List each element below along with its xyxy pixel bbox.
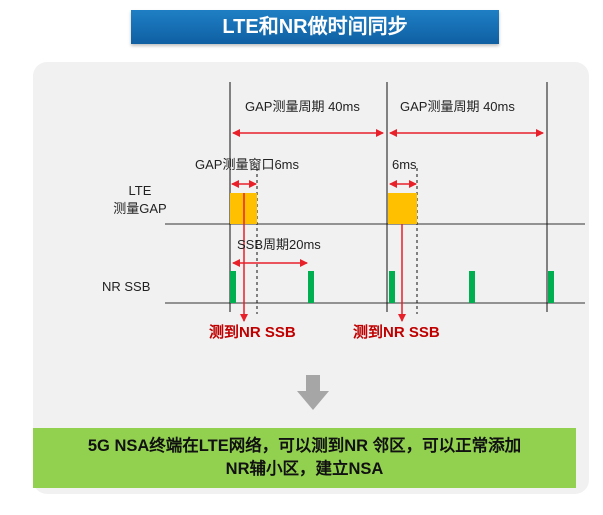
gap-block-2	[388, 193, 417, 224]
ssb-pulse-1	[230, 271, 236, 303]
nr-ssb-label: NR SSB	[102, 279, 150, 294]
conclusion-line-2: NR辅小区，建立NSA	[225, 460, 384, 478]
conclusion-line-1: 5G NSA终端在LTE网络，可以测到NR 邻区，可以正常添加	[87, 437, 522, 455]
conclusion-box: 5G NSA终端在LTE网络，可以测到NR 邻区，可以正常添加 NR辅小区，建立…	[33, 428, 576, 488]
gap-period-label-2: GAP测量周期 40ms	[400, 99, 515, 114]
ssb-period-label: SSB周期20ms	[237, 237, 321, 252]
page-title: LTE和NR做时间同步	[131, 10, 499, 44]
gap-window-label: GAP测量窗口6ms	[195, 157, 300, 172]
ssb-pulse-3	[389, 271, 395, 303]
lte-label: LTE	[129, 183, 152, 198]
down-arrow-icon	[297, 375, 329, 410]
ssb-pulse-5	[548, 271, 554, 303]
ssb-pulse-4	[469, 271, 475, 303]
detected-label-2: 测到NR SSB	[353, 323, 440, 341]
detected-label-1: 测到NR SSB	[209, 323, 296, 341]
window-6ms-label: 6ms	[392, 157, 417, 172]
gap-period-label-1: GAP测量周期 40ms	[245, 99, 360, 114]
gap-label: 测量GAP	[113, 201, 166, 216]
ssb-pulse-2	[308, 271, 314, 303]
